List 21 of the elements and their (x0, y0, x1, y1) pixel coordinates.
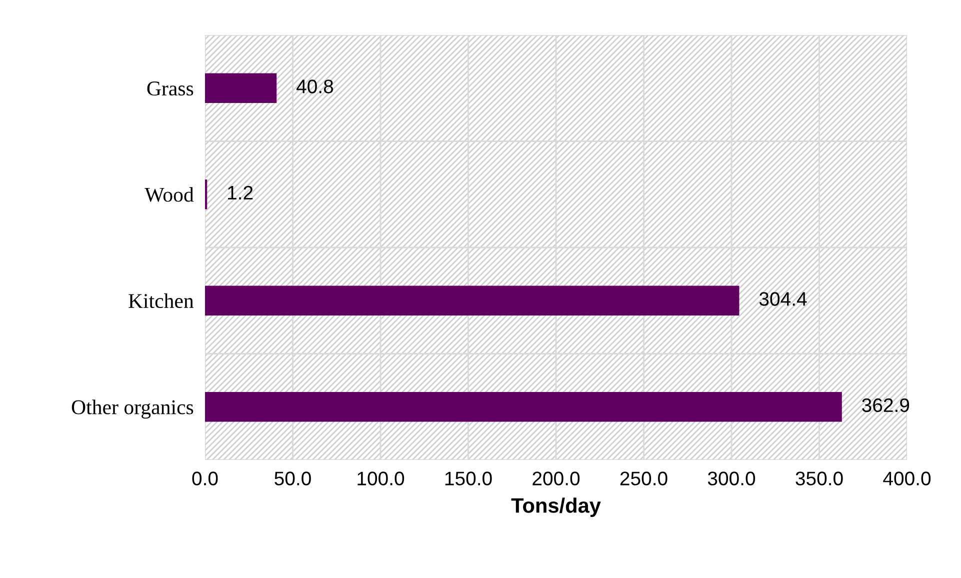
data-label: 1.2 (228, 186, 253, 200)
x-tick-label: 350.0 (796, 472, 843, 486)
x-tick-label: 0.0 (192, 472, 218, 486)
x-tick-label: 300.0 (708, 472, 756, 486)
y-tick-label: Other organics (72, 400, 194, 419)
x-tick-label: 400.0 (883, 472, 931, 486)
data-label: 304.4 (759, 292, 807, 306)
x-tick-label: 200.0 (532, 472, 580, 486)
bar (205, 286, 740, 316)
x-tick-label: 50.0 (274, 472, 311, 486)
data-label: 40.8 (296, 80, 334, 94)
bar (205, 73, 277, 103)
bar (205, 392, 842, 422)
y-tick-label: Wood (144, 187, 194, 202)
x-axis-title: Tons/day (511, 498, 601, 517)
x-tick-label: 250.0 (620, 472, 668, 486)
x-tick-label: 100.0 (358, 472, 404, 486)
data-label: 362.9 (862, 398, 910, 412)
y-tick-label: Kitchen (128, 293, 194, 308)
x-tick-label: 150.0 (445, 472, 492, 486)
y-tick-label: Grass (147, 82, 194, 96)
